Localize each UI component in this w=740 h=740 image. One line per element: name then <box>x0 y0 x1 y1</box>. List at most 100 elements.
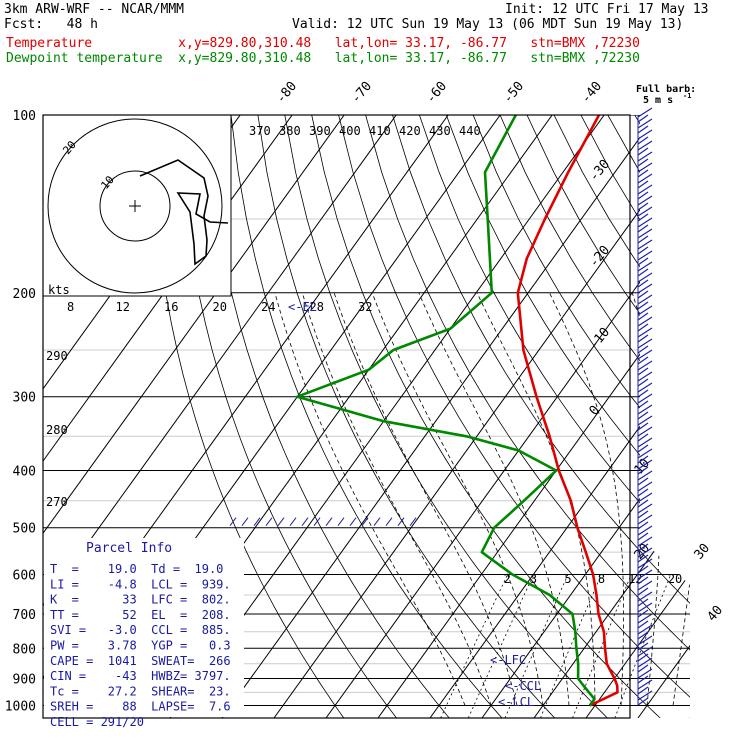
wind-barb <box>637 323 649 332</box>
pressure-label: 700 <box>13 608 36 623</box>
wind-barb <box>637 521 649 530</box>
wind-barb <box>637 525 653 536</box>
wind-barb <box>637 151 653 162</box>
wind-barb <box>637 356 649 365</box>
wind-barb <box>637 459 653 470</box>
isotherm-line <box>273 115 690 718</box>
wind-barb <box>637 301 649 310</box>
isotherm-line <box>481 115 690 718</box>
hodograph-trace <box>139 159 229 266</box>
dry-adiabat <box>257 115 555 718</box>
wind-barb <box>637 305 653 316</box>
wind-barb <box>637 411 649 420</box>
wind-barb <box>637 257 649 266</box>
wind-barb <box>637 580 653 591</box>
wind-barb <box>637 173 653 184</box>
temperature-profile-line <box>516 115 619 707</box>
temperature-axis-label: -40 <box>579 79 606 107</box>
wind-barb <box>637 679 653 690</box>
lfc-marker: <-LFC <box>490 653 526 667</box>
wind-barb <box>637 466 649 475</box>
wind-barb <box>637 488 649 497</box>
dewpoint-profile-line <box>296 115 596 707</box>
wind-barb <box>637 613 653 624</box>
moist-adiabat <box>672 292 690 706</box>
wind-barb <box>637 492 653 503</box>
wind-barb <box>637 536 653 547</box>
wind-barb <box>637 158 649 167</box>
moist-adiabat <box>301 292 492 706</box>
wind-barb <box>637 140 653 151</box>
dry-adiabat <box>284 115 608 718</box>
dry-adiabat <box>176 115 397 718</box>
wind-barb <box>637 250 653 261</box>
wind-barb <box>637 334 649 343</box>
wind-barb <box>637 213 649 222</box>
wind-barb <box>637 312 649 321</box>
dry-adiabat <box>419 115 690 718</box>
wind-barb <box>637 224 649 233</box>
moist-adiabat <box>476 292 596 706</box>
wind-barb <box>325 517 333 527</box>
wind-barb <box>349 517 357 527</box>
el-marker: <-EL <box>288 300 317 314</box>
isotherm-line <box>325 115 690 718</box>
kts-tick: 24 <box>261 300 275 314</box>
kts-tick: 28 <box>310 300 324 314</box>
dry-adiabat <box>472 115 690 718</box>
dry-adiabat <box>580 115 690 718</box>
hodograph <box>42 114 232 297</box>
isotach-label: 430 <box>429 124 451 138</box>
wind-barb <box>385 517 393 527</box>
kts-tick: 20 <box>213 300 227 314</box>
wind-barb <box>637 620 649 629</box>
wind-barb <box>409 517 417 527</box>
ccl-marker: <-CCL <box>505 679 541 693</box>
wind-barb <box>637 624 653 635</box>
pressure-label: 400 <box>13 465 36 480</box>
moist-adiabat <box>274 292 466 706</box>
wind-barb <box>229 517 237 527</box>
moist-adiabat <box>418 292 570 706</box>
wind-barb <box>637 415 653 426</box>
moist-adiabat <box>333 292 518 706</box>
mixing-ratio-label: 20 <box>668 572 682 586</box>
wind-barb <box>637 532 649 541</box>
wind-barb <box>637 503 653 514</box>
wind-barb <box>637 206 653 217</box>
wind-barb <box>637 510 649 519</box>
dry-adiabat <box>338 115 690 718</box>
isotherm-line <box>637 115 690 718</box>
wind-barb <box>637 195 653 206</box>
wind-barb <box>637 272 653 283</box>
wind-barb <box>637 690 653 701</box>
plot-frame <box>42 114 631 719</box>
wind-barb <box>637 378 649 387</box>
wind-barb <box>637 136 649 145</box>
wind-barb <box>637 129 653 140</box>
wind-barb <box>637 646 653 657</box>
temperature-axis-label: 40 <box>705 603 727 625</box>
wind-barb <box>637 433 649 442</box>
wind-barb <box>637 602 653 613</box>
dry-adiabat <box>607 115 690 718</box>
wind-barb <box>301 517 309 527</box>
pressure-label: 600 <box>13 568 36 583</box>
dry-adiabat <box>445 115 690 718</box>
kts-tick: 32 <box>358 300 372 314</box>
wind-barb <box>637 543 649 552</box>
wind-barb <box>637 444 649 453</box>
wind-barb <box>637 437 653 448</box>
wind-barb <box>637 675 649 684</box>
wind-barb <box>637 609 649 618</box>
mixing-ratio-line <box>467 574 534 718</box>
dewpoint-legend: Dewpoint temperature x,y=829.80,310.48 l… <box>6 51 640 66</box>
isotherm-line <box>689 115 690 718</box>
wind-barb <box>637 360 653 371</box>
isotach-label: 410 <box>369 124 391 138</box>
wind-barb <box>637 235 649 244</box>
wind-barb <box>637 668 653 679</box>
wind-barb <box>637 191 649 200</box>
mixing-ratio-label: 2 <box>504 572 511 586</box>
dry-adiabat <box>688 115 690 718</box>
